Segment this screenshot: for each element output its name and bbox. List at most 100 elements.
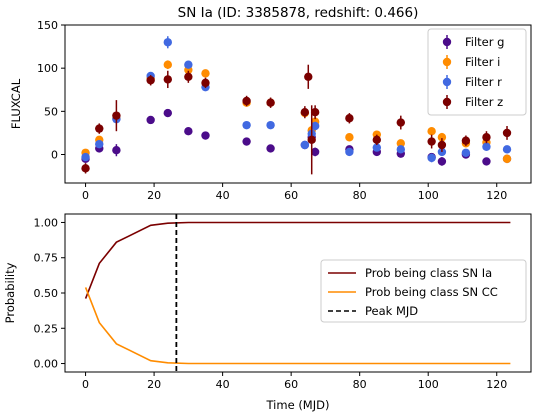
filter-z-point <box>461 136 471 145</box>
probability-x-tick-label: 20 <box>147 378 161 391</box>
filter-r-point <box>184 60 193 69</box>
flux-y-tick-label: 50 <box>44 105 58 118</box>
prob-being-class-sn-cc-legend-label: Prob being class SN CC <box>365 285 498 299</box>
filter-i-point <box>427 126 436 136</box>
filter-r-point <box>427 153 436 163</box>
filter-r-point <box>310 121 320 131</box>
probability-panel: 0 20 40 60 80 100 120 0.00 0.25 0.50 0.75 1.00 Pro… <box>3 213 532 412</box>
probability-x-tick-label: 80 <box>353 378 367 391</box>
filter-r-point <box>372 143 382 152</box>
filter-r-legend-marker <box>442 77 452 87</box>
flux-legend: Filter g Filter i Filter r Filter z <box>427 28 527 116</box>
prob-being-class-sn-ia-line <box>84 221 511 299</box>
filter-z-point <box>482 133 491 142</box>
flux-x-axis: 0 20 40 60 80 100 120 <box>82 183 507 202</box>
filter-r-point <box>95 139 104 149</box>
flux-y-axis: 0 50 100 150 <box>37 19 65 162</box>
probability-y-tick-label: 1.00 <box>34 216 59 229</box>
filter-z-point <box>396 118 405 127</box>
filter-r-point <box>502 145 512 154</box>
filter-i-point <box>163 60 172 69</box>
filter-g-point <box>482 157 491 166</box>
filter-r-point <box>163 38 172 47</box>
filter-g-legend-marker <box>442 37 452 47</box>
filter-r-point <box>345 147 354 157</box>
flux-y-tick-label: 150 <box>37 19 58 32</box>
filter-z-point <box>242 96 251 106</box>
filter-g-point <box>266 144 275 153</box>
probability-legend: Prob being class SN Ia Prob being class S… <box>320 259 527 323</box>
prob-being-class-sn-cc-line <box>84 287 511 365</box>
filter-i-legend-marker <box>442 57 452 67</box>
filter-g-point <box>242 137 251 146</box>
filter-g-point <box>112 145 121 155</box>
filter-r-point <box>300 140 310 150</box>
filter-z-point <box>300 108 310 117</box>
flux-panel: 0 20 40 60 80 100 120 0 50 100 150 FLUXCAL Filter… <box>9 19 532 202</box>
flux-x-tick-label: 120 <box>486 189 507 202</box>
flux-x-tick-label: 80 <box>353 189 367 202</box>
flux-plot-frame <box>64 24 532 184</box>
filter-g-point <box>163 108 172 118</box>
probability-x-tick-label: 40 <box>216 378 230 391</box>
filter-z-point <box>304 72 313 82</box>
flux-y-tick-label: 0 <box>51 149 58 162</box>
filter-r-legend-label: Filter r <box>465 75 502 89</box>
filter-g-point <box>310 147 320 157</box>
probability-x-tick-label: 120 <box>486 378 507 391</box>
flux-x-tick-label: 100 <box>418 189 439 202</box>
prob-being-class-sn-ia-legend-label: Prob being class SN Ia <box>365 266 492 280</box>
filter-z-point <box>427 137 436 146</box>
filter-i-point <box>345 133 354 142</box>
filter-r-point <box>482 142 491 151</box>
filter-z-point <box>266 98 275 107</box>
filter-z-point <box>146 76 155 85</box>
probability-y-tick-label: 0.50 <box>34 287 59 300</box>
filter-i-point <box>396 139 405 148</box>
filter-r-point <box>81 152 90 162</box>
peak-mjd-legend-label: Peak MJD <box>365 304 418 318</box>
filter-z-point <box>372 135 382 145</box>
filter-i-point <box>437 133 447 142</box>
filter-g-legend-label: Filter g <box>465 35 504 49</box>
filter-r-point <box>396 145 405 154</box>
filter-z-point <box>437 140 447 150</box>
probability-x-tick-label: 100 <box>418 378 439 391</box>
probability-x-axis: 0 20 40 60 80 100 120 <box>82 372 507 391</box>
flux-y-tick-label: 100 <box>37 62 58 75</box>
filter-r-point <box>242 120 251 130</box>
filter-z-point <box>81 164 90 173</box>
time-x-axis-label: Time (MJD) <box>266 398 330 412</box>
filter-z-point <box>163 75 172 84</box>
probability-lines <box>84 214 511 372</box>
probability-y-axis: 0.00 0.25 0.50 0.75 1.00 <box>34 216 65 371</box>
flux-legend-box <box>427 28 527 116</box>
filter-z-point <box>201 78 210 88</box>
flux-x-tick-label: 20 <box>147 189 161 202</box>
probability-x-tick-label: 60 <box>284 378 298 391</box>
flux-x-tick-label: 40 <box>216 189 230 202</box>
filter-z-legend-label: Filter z <box>465 95 503 109</box>
probability-legend-box <box>320 259 527 323</box>
flux-data-points <box>81 36 512 175</box>
filter-z-point <box>310 108 320 117</box>
filter-z-point <box>95 124 104 133</box>
filter-z-point <box>307 135 316 145</box>
filter-g-point <box>437 157 447 166</box>
filter-g-point <box>184 126 193 136</box>
filter-i-point <box>201 69 210 78</box>
filter-i-point <box>502 154 512 164</box>
filter-i-legend-label: Filter i <box>465 55 500 69</box>
flux-x-tick-label: 0 <box>82 189 89 202</box>
filter-r-point <box>266 120 275 130</box>
filter-z-legend-marker <box>442 97 452 107</box>
chart-title: SN Ia (ID: 3385878, redshift: 0.466) <box>178 5 419 21</box>
probability-y-tick-label: 0.25 <box>34 322 59 335</box>
filter-z-point <box>184 72 193 82</box>
filter-r-point <box>461 148 471 157</box>
flux-y-axis-label: FLUXCAL <box>9 78 23 129</box>
filter-g-point <box>201 131 210 140</box>
filter-z-point <box>502 128 512 138</box>
filter-z-point <box>345 114 354 123</box>
